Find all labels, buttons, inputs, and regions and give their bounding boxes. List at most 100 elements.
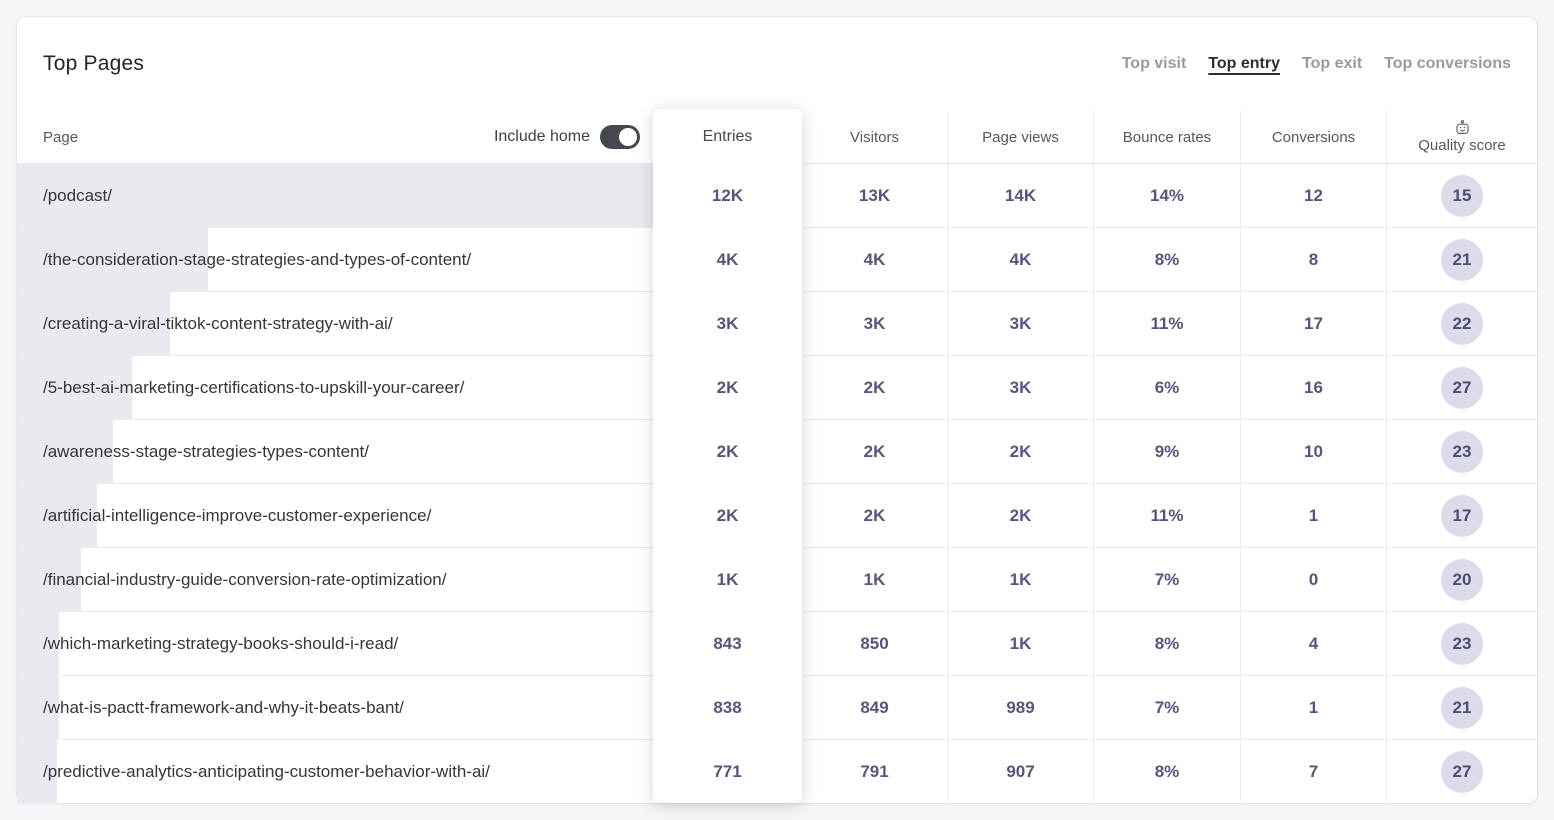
quality-score-badge: 23 — [1441, 430, 1483, 473]
quality-score-cell: 22 — [1386, 292, 1537, 355]
entries-value: 1K — [716, 570, 739, 589]
quality-score-cell: 15 — [1386, 164, 1537, 227]
include-home-label: Include home — [493, 128, 590, 145]
page-cell[interactable]: /which-marketing-strategy-books-should-i… — [17, 612, 654, 675]
tab-top-visit[interactable]: Top visit — [1121, 55, 1187, 72]
conversions-value: 16 — [1240, 356, 1386, 419]
page-path: /what-is-pactt-framework-and-why-it-beat… — [43, 697, 404, 717]
card-header: Top Pages Top visit Top entry Top exit T… — [17, 17, 1537, 111]
quality-score-cell: 21 — [1386, 676, 1537, 739]
bounce-rate-value: 8% — [1093, 228, 1240, 291]
entries-bar — [17, 228, 209, 291]
column-header-entries[interactable]: Entries — [702, 127, 753, 145]
page-views-value: 3K — [947, 292, 1093, 355]
visitors-value: 791 — [860, 762, 889, 781]
toggle-knob — [619, 128, 637, 146]
entries-value: 2K — [716, 378, 739, 397]
conversions-value: 12 — [1240, 164, 1386, 227]
page-cell[interactable]: /predictive-analytics-anticipating-custo… — [17, 740, 654, 804]
page-cell[interactable]: /creating-a-viral-tiktok-content-strateg… — [17, 292, 654, 355]
page-cell[interactable]: /the-consideration-stage-strategies-and-… — [17, 228, 654, 291]
visitors-value: 1K — [863, 569, 886, 589]
entries-value: 4K — [716, 250, 739, 269]
quality-score-badge: 23 — [1441, 622, 1483, 665]
table-row[interactable]: /predictive-analytics-anticipating-custo… — [17, 740, 1537, 804]
entries-value: 843 — [713, 634, 742, 653]
quality-score-badge: 21 — [1441, 238, 1483, 281]
entries-value: 2K — [716, 442, 739, 461]
bounce-rate-value: 11% — [1093, 484, 1240, 547]
conversions-value: 17 — [1240, 292, 1386, 355]
page-path: /artificial-intelligence-improve-custome… — [43, 505, 432, 525]
entries-bar — [17, 484, 97, 547]
page-cell[interactable]: /artificial-intelligence-improve-custome… — [17, 484, 654, 547]
visitors-value: 4K — [863, 249, 886, 269]
page-views-value: 1K — [947, 612, 1093, 675]
entries-column-card: Entries 12K 4K 3K 2K 2K 2K 1K 843 838 77… — [653, 109, 802, 803]
bounce-rate-value: 7% — [1093, 676, 1240, 739]
quality-score-cell: 20 — [1386, 548, 1537, 611]
robot-icon — [1455, 120, 1469, 134]
entries-value: 12K — [711, 186, 744, 205]
bounce-rate-value: 8% — [1093, 612, 1240, 675]
tab-top-exit[interactable]: Top exit — [1302, 55, 1363, 72]
page-views-value: 14K — [947, 164, 1093, 227]
entries-bar — [17, 420, 113, 483]
visitors-value: 13K — [858, 185, 891, 205]
entries-bar — [17, 356, 132, 419]
quality-score-badge: 17 — [1441, 494, 1483, 537]
include-home-control: Include home — [494, 125, 640, 149]
quality-score-header-label: Quality score — [1418, 137, 1506, 154]
page-views-value: 989 — [947, 676, 1093, 739]
column-header-conversions[interactable]: Conversions — [1240, 111, 1386, 163]
quality-score-badge: 27 — [1441, 366, 1483, 409]
visitors-value: 2K — [863, 505, 886, 525]
column-header-page-views[interactable]: Page views — [947, 111, 1093, 163]
bounce-rate-value: 7% — [1093, 548, 1240, 611]
table-row[interactable]: /the-consideration-stage-strategies-and-… — [17, 228, 1537, 292]
page-path: /financial-industry-guide-conversion-rat… — [43, 569, 447, 589]
quality-score-badge: 27 — [1441, 751, 1483, 793]
page-cell[interactable]: /what-is-pactt-framework-and-why-it-beat… — [17, 676, 654, 739]
page-views-value: 2K — [947, 420, 1093, 483]
visitors-value: 2K — [863, 377, 886, 397]
quality-score-badge: 15 — [1441, 174, 1483, 217]
quality-score-badge: 20 — [1441, 558, 1483, 601]
entries-bar — [17, 164, 654, 227]
conversions-value: 8 — [1240, 228, 1386, 291]
conversions-value: 4 — [1240, 612, 1386, 675]
page-views-value: 3K — [947, 356, 1093, 419]
bounce-rate-value: 14% — [1093, 164, 1240, 227]
column-header-bounce-rates[interactable]: Bounce rates — [1093, 111, 1240, 163]
page-path: /podcast/ — [43, 185, 112, 205]
page-cell[interactable]: /awareness-stage-strategies-types-conten… — [17, 420, 654, 483]
page-path: /awareness-stage-strategies-types-conten… — [43, 441, 369, 461]
page-cell[interactable]: /financial-industry-guide-conversion-rat… — [17, 548, 654, 611]
quality-score-cell: 27 — [1386, 740, 1537, 804]
column-header-quality-score[interactable]: Quality score — [1386, 111, 1537, 163]
page-views-value: 1K — [947, 548, 1093, 611]
conversions-value: 1 — [1240, 484, 1386, 547]
page-path: /the-consideration-stage-strategies-and-… — [43, 249, 472, 269]
table-row[interactable]: /financial-industry-guide-conversion-rat… — [17, 548, 1537, 612]
entries-value: 2K — [716, 506, 739, 525]
entries-bar — [17, 740, 58, 804]
page-path: /5-best-ai-marketing-certifications-to-u… — [43, 377, 465, 397]
entries-bar — [17, 676, 60, 739]
tab-top-conversions[interactable]: Top conversions — [1384, 55, 1511, 72]
quality-score-badge: 21 — [1441, 686, 1483, 729]
tab-top-entry[interactable]: Top entry — [1208, 55, 1280, 72]
page-path: /which-marketing-strategy-books-should-i… — [43, 633, 399, 653]
page-cell[interactable]: /podcast/ — [17, 164, 654, 227]
visitors-value: 2K — [863, 441, 886, 461]
quality-score-badge: 22 — [1441, 302, 1483, 345]
entries-overlay-values: 12K 4K 3K 2K 2K 2K 1K 843 838 771 — [653, 164, 802, 803]
bounce-rate-value: 8% — [1093, 740, 1240, 804]
quality-score-cell: 23 — [1386, 420, 1537, 483]
include-home-toggle[interactable] — [600, 125, 640, 149]
page-cell[interactable]: /5-best-ai-marketing-certifications-to-u… — [17, 356, 654, 419]
column-header-visitors[interactable]: Visitors — [850, 128, 899, 146]
quality-score-cell: 21 — [1386, 228, 1537, 291]
page-header-label: Page — [43, 128, 79, 146]
quality-score-cell: 23 — [1386, 612, 1537, 675]
